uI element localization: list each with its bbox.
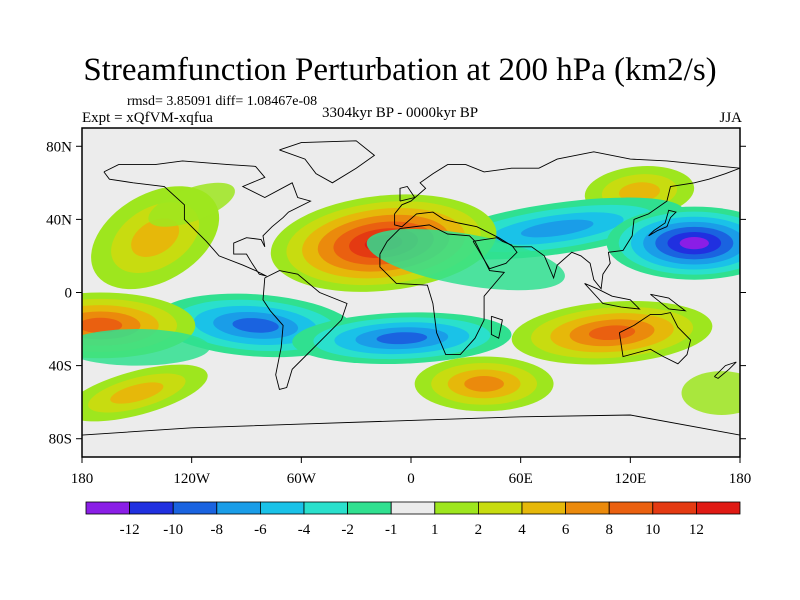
colorbar-swatch: [216, 501, 261, 515]
colorbar-label: -4: [298, 522, 311, 538]
lon-label: 180: [71, 471, 94, 487]
period-label: 3304kyr BP - 0000kyr BP: [322, 105, 479, 121]
coastline: [648, 209, 677, 237]
coastline: [584, 282, 641, 310]
colorbar-label: -12: [120, 522, 140, 538]
lon-label: 0: [407, 471, 415, 487]
coastline: [714, 361, 737, 379]
colorbar-swatch: [347, 501, 392, 515]
lon-label: 60W: [287, 471, 317, 487]
colorbar-labels: -12 -10 -8 -6 -4 -2 -1 1 2 4 6 8 10 12: [120, 522, 704, 538]
colorbar-swatch: [696, 501, 741, 515]
lat-label: 80S: [49, 432, 72, 448]
lon-label: 60E: [509, 471, 533, 487]
coastline: [379, 224, 506, 356]
coastline: [618, 312, 692, 365]
contour-band: [232, 318, 279, 333]
season-label: JJA: [719, 110, 742, 126]
coastline: [490, 315, 503, 339]
colorbar-swatch: [477, 501, 523, 515]
coastline: [262, 270, 348, 390]
colorbar-swatch: [303, 501, 348, 515]
contour-band: [131, 218, 180, 257]
contour-field: [82, 128, 740, 457]
lon-label: 120W: [173, 471, 211, 487]
contour-belt: [366, 228, 565, 291]
contour-band: [110, 382, 164, 404]
colorbar-swatch: [85, 501, 130, 515]
lon-label: 120E: [614, 471, 646, 487]
colorbar-label: -1: [385, 522, 398, 538]
axis-ticks: [76, 145, 746, 463]
contour-band: [618, 182, 660, 202]
contour-band: [376, 332, 428, 345]
colorbar-swatch: [652, 501, 697, 515]
contour-band: [679, 237, 709, 250]
colorbar-label: 1: [431, 522, 439, 538]
coastline: [394, 151, 740, 290]
lat-label: 0: [65, 286, 73, 302]
chart-title: Streamfunction Perturbation at 200 hPa (…: [83, 52, 717, 88]
experiment-label: Expt = xQfVM-xqfua: [82, 110, 213, 126]
colorbar-swatch: [259, 501, 305, 515]
contour-south-atlantic-low: [292, 312, 512, 365]
colorbar-swatch: [565, 501, 610, 515]
lat-label: 80N: [46, 139, 72, 155]
colorbar-label: -10: [163, 522, 183, 538]
contour-belt: [681, 371, 740, 415]
colorbar-swatch: [129, 501, 174, 515]
colorbar-label: 10: [645, 522, 660, 538]
lon-axis-labels: 180 120W 60W 0 60E 120E 180: [71, 471, 752, 487]
stats-text: rmsd= 3.85091 diff= 1.08467e-08: [127, 94, 318, 109]
colorbar: [85, 501, 741, 515]
coastline: [399, 185, 416, 202]
colorbar-swatch: [521, 501, 566, 515]
contour-australia-high: [511, 300, 713, 365]
coastline: [279, 140, 376, 184]
contour-south-indian-high: [414, 356, 554, 412]
contour-band: [82, 317, 123, 333]
lat-label: 40N: [46, 212, 72, 228]
contour-belt: [82, 329, 210, 366]
contour-belt: [148, 182, 235, 227]
contour-west-pacific-low: [606, 206, 740, 280]
colorbar-label: 12: [689, 522, 704, 538]
coastlines: [82, 140, 740, 436]
coastline: [650, 293, 687, 312]
lon-label: 180: [729, 471, 752, 487]
colorbar-label: 4: [518, 522, 526, 538]
colorbar-swatch: [608, 501, 654, 515]
colorbar-label: -2: [341, 522, 354, 538]
colorbar-swatch: [172, 501, 218, 515]
contour-band: [521, 219, 594, 238]
coastline: [472, 237, 518, 270]
colorbar-label: -6: [254, 522, 267, 538]
contour-band: [464, 376, 504, 392]
colorbar-label: -8: [211, 522, 224, 538]
colorbar-label: 6: [562, 522, 570, 538]
colorbar-swatch: [390, 501, 436, 515]
coastline: [103, 160, 312, 277]
colorbar-label: 2: [475, 522, 483, 538]
lat-axis-labels: 80N 40N 0 40S 80S: [46, 139, 72, 447]
colorbar-label: 8: [605, 522, 613, 538]
coastline: [82, 414, 740, 436]
colorbar-swatch: [434, 501, 479, 515]
contour-band: [588, 325, 636, 341]
lat-label: 40S: [49, 359, 72, 375]
contour-southern-ocean-high: [82, 364, 208, 422]
